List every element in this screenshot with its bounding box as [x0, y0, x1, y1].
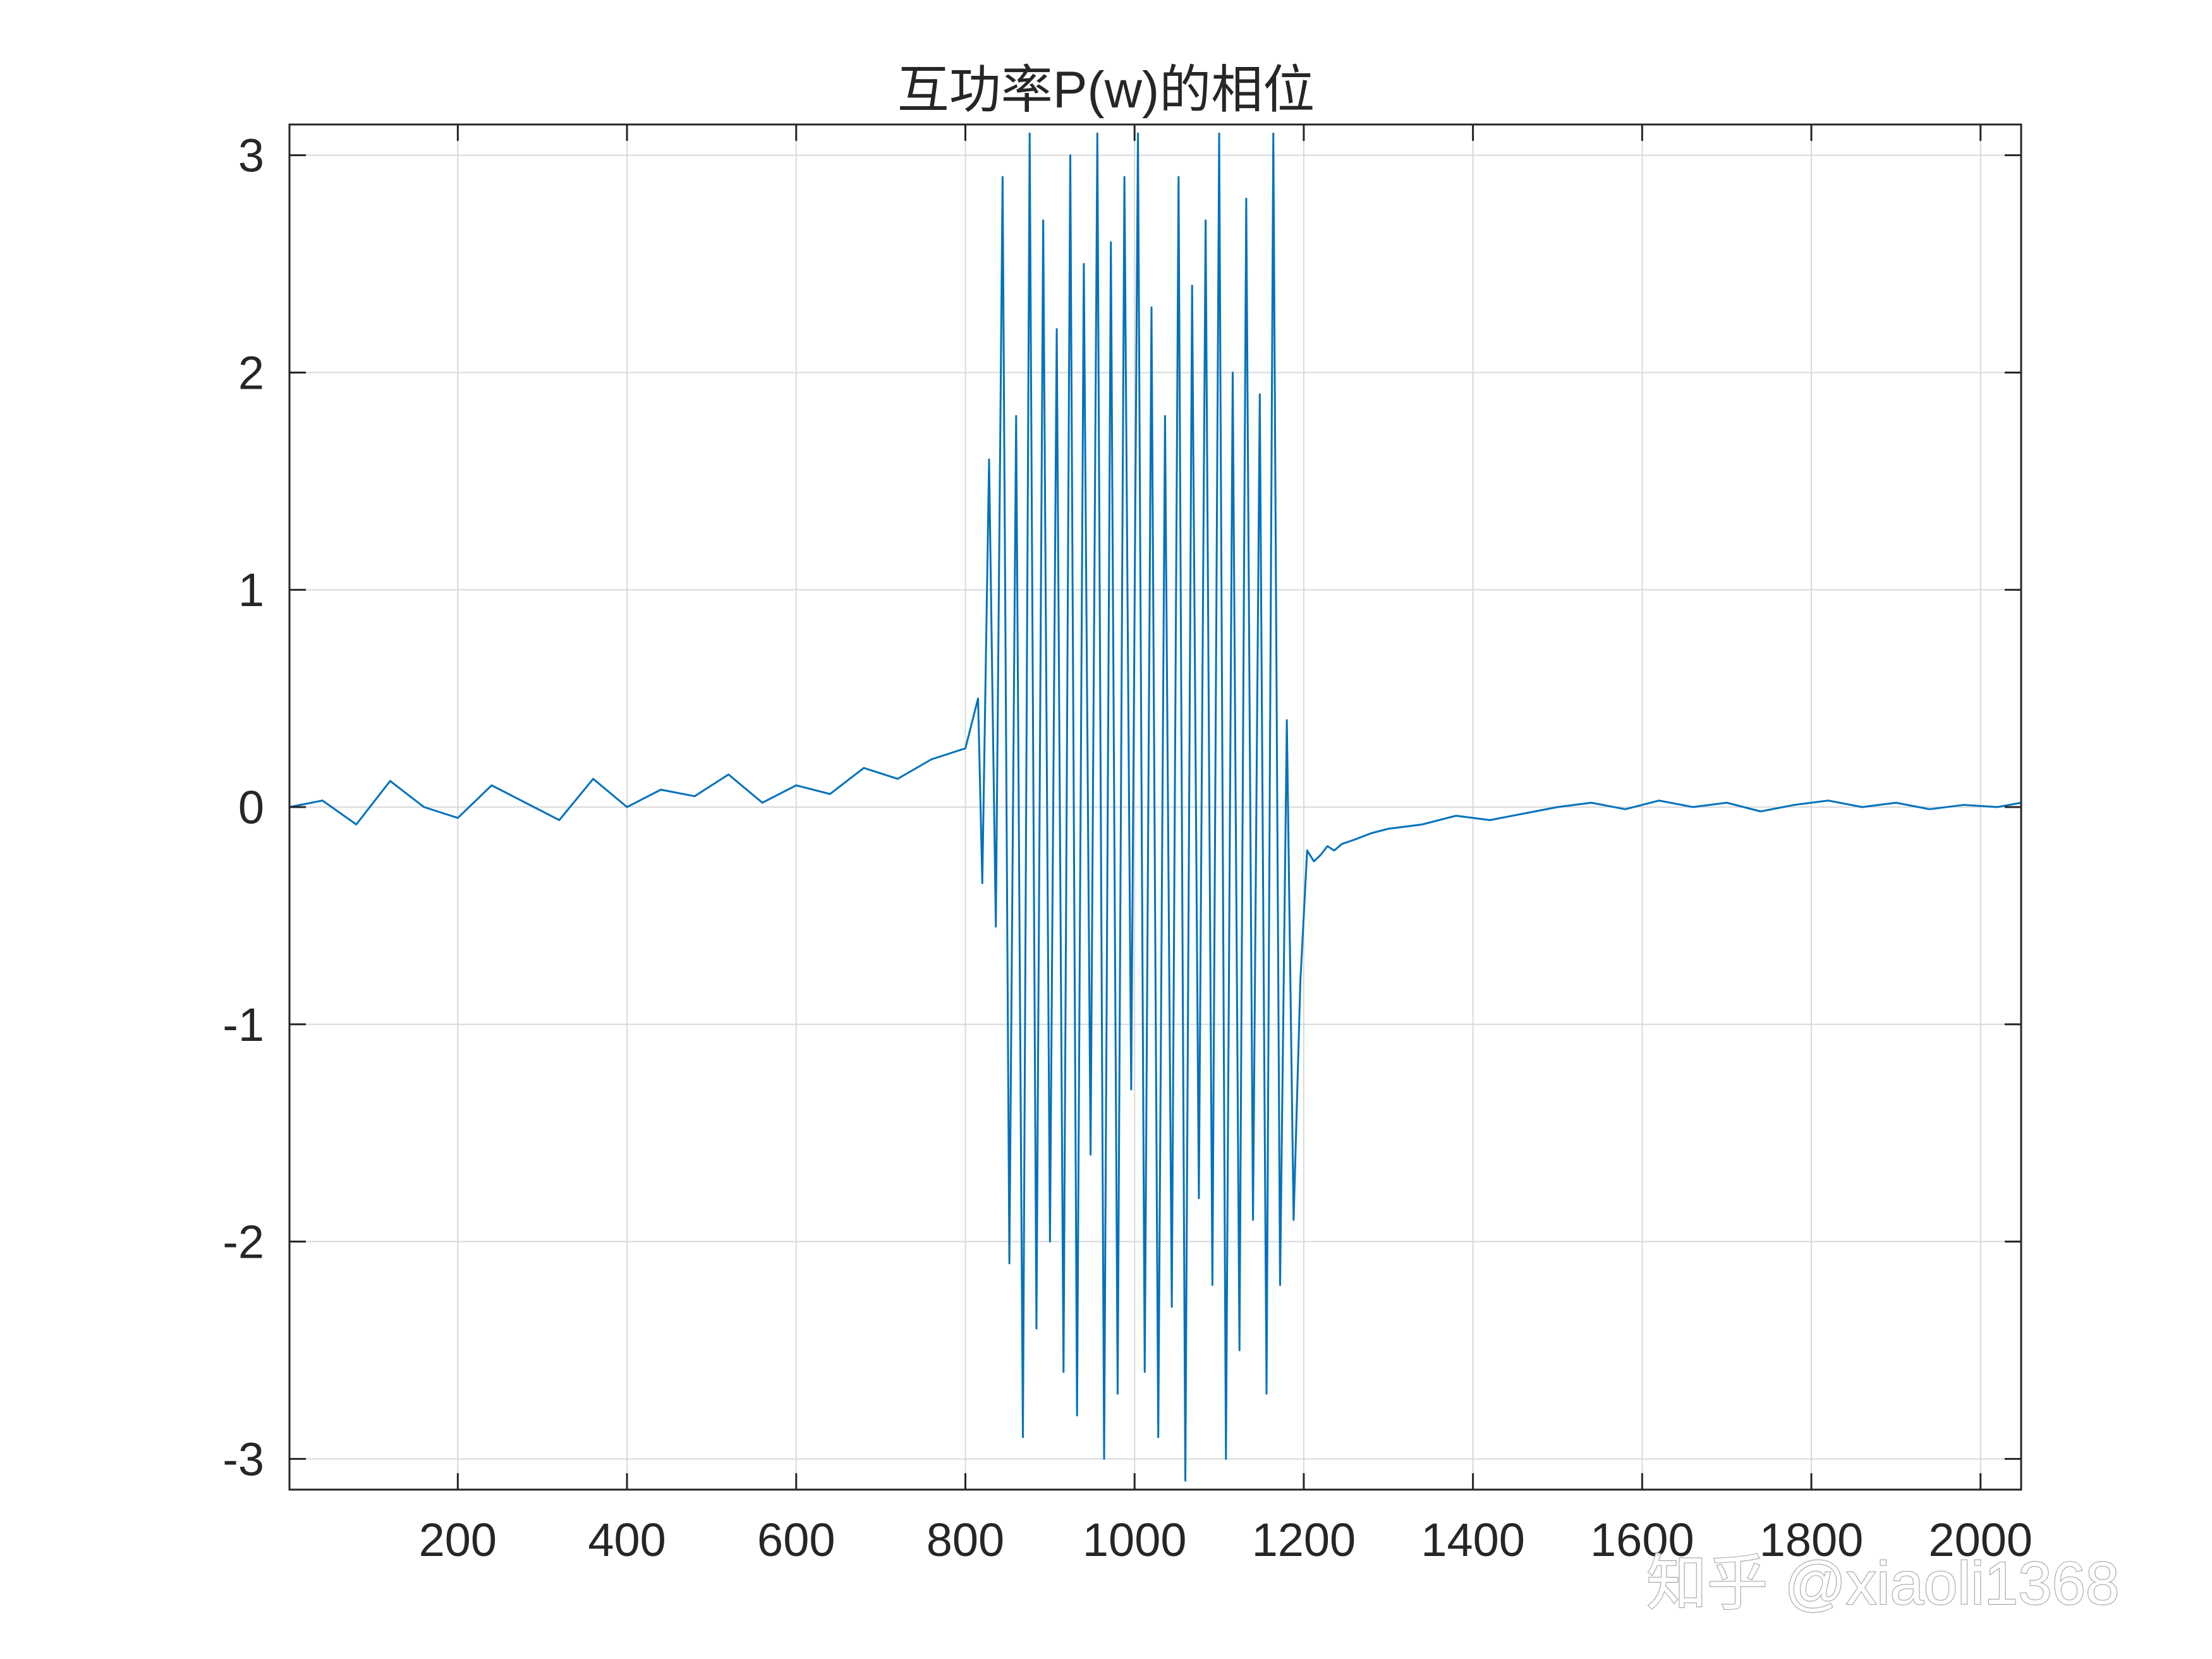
series-layer [289, 132, 2022, 1482]
x-tick-label: 800 [927, 1514, 1004, 1566]
x-tick-label: 2000 [1928, 1514, 2033, 1566]
x-tick-label: 1400 [1421, 1514, 1525, 1566]
x-tick-label: 600 [757, 1514, 835, 1566]
watermark: 知乎 @xiaoli1368 [1646, 1550, 2119, 1617]
y-tick-label: -2 [222, 1216, 264, 1268]
phase-series-line [289, 132, 2022, 1482]
y-tick-label: 1 [238, 564, 264, 616]
x-tick-label: 1800 [1759, 1514, 1864, 1566]
x-tick-label: 1000 [1083, 1514, 1187, 1566]
chart-title: 互功率P(w)的相位 [897, 61, 1315, 119]
x-tick-label: 1600 [1590, 1514, 1694, 1566]
x-tick-label: 400 [588, 1514, 665, 1566]
x-tick-label: 200 [419, 1514, 497, 1566]
y-tick-label: -1 [222, 999, 264, 1051]
y-tick-label: 0 [238, 781, 264, 834]
axis-ticks: 200 400 600 800 1000 1200 1400 1600 1800 2000 -3 -2… [222, 125, 2033, 1566]
y-tick-label: 3 [238, 130, 264, 182]
x-tick-label: 1200 [1252, 1514, 1356, 1566]
y-tick-label: -3 [222, 1433, 264, 1485]
y-tick-label: 2 [238, 346, 264, 399]
